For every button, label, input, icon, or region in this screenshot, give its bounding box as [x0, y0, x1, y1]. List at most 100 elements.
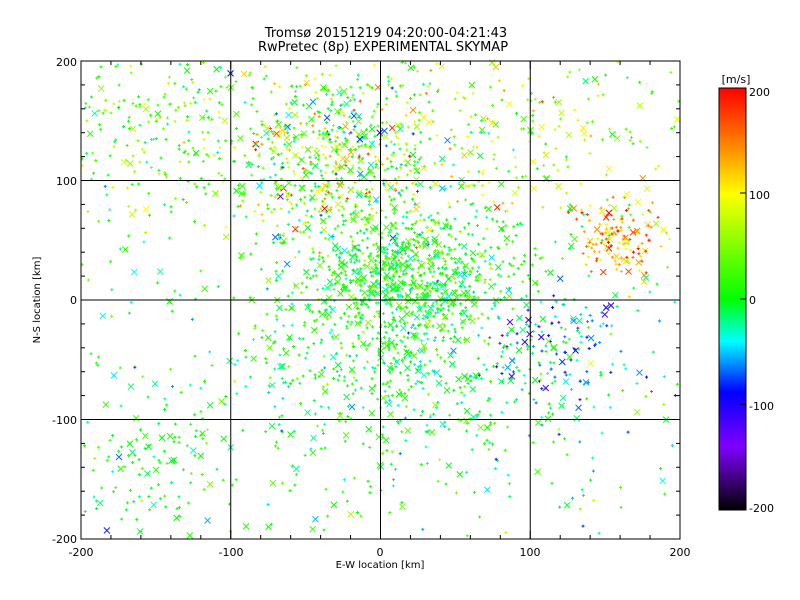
data-point-plus [557, 124, 561, 128]
data-point-plus [397, 305, 401, 309]
data-point-plus [210, 363, 214, 367]
data-point-plus [599, 206, 603, 210]
data-point-cross [362, 192, 369, 199]
data-point-plus [304, 122, 308, 126]
data-point-plus [460, 326, 464, 330]
data-point-plus [476, 357, 480, 361]
data-point-plus [399, 268, 403, 272]
data-point-cross [369, 225, 377, 233]
data-point-plus [485, 438, 489, 442]
data-point-plus [421, 527, 425, 531]
data-point-plus [272, 162, 276, 166]
data-point-plus [284, 102, 288, 106]
data-point-plus [280, 186, 284, 190]
data-point-cross [432, 180, 440, 188]
x-tick-label: 0 [377, 546, 384, 559]
data-point-plus [91, 468, 95, 472]
data-point-plus [93, 457, 97, 461]
data-point-cross [334, 201, 342, 208]
data-point-cross [321, 388, 329, 395]
data-point-plus [217, 171, 221, 175]
data-point-plus [550, 381, 554, 385]
data-point-plus [387, 230, 391, 234]
data-point-cross [468, 317, 476, 325]
data-point-plus [273, 367, 277, 371]
data-point-plus [260, 142, 264, 146]
data-point-plus [328, 154, 332, 158]
data-point-plus [367, 199, 371, 203]
data-point-plus [354, 255, 358, 259]
data-point-plus [352, 376, 356, 380]
data-point-plus [334, 149, 338, 153]
data-point-plus [188, 383, 192, 387]
data-point-plus [399, 320, 403, 324]
data-point-plus [291, 345, 295, 349]
data-point-plus [125, 501, 129, 505]
data-point-plus [189, 422, 193, 426]
data-point-plus [618, 218, 622, 222]
data-point-plus [464, 429, 468, 433]
data-point-plus [467, 273, 471, 277]
data-point-cross [375, 433, 383, 441]
data-point-plus [589, 134, 593, 138]
data-point-plus [293, 183, 297, 187]
data-point-plus [317, 184, 321, 188]
data-point-plus [387, 282, 391, 286]
data-point-plus [206, 131, 210, 135]
data-point-cross [388, 124, 396, 132]
data-point-plus [392, 273, 396, 277]
data-point-cross [593, 226, 601, 233]
data-point-cross [563, 501, 571, 509]
data-point-plus [405, 215, 409, 219]
data-point-plus [600, 238, 604, 242]
data-point-plus [253, 324, 257, 328]
data-point-plus [393, 347, 397, 351]
data-point-plus [204, 192, 208, 196]
data-point-plus [594, 242, 598, 246]
data-point-plus [237, 332, 241, 336]
data-point-cross [334, 272, 342, 279]
data-point-plus [463, 268, 467, 272]
data-point-plus [526, 308, 530, 312]
data-point-plus [383, 320, 387, 324]
data-point-plus [349, 189, 353, 193]
data-point-plus [324, 171, 328, 175]
data-point-plus [389, 140, 393, 144]
data-point-cross [462, 262, 470, 270]
data-point-plus [263, 65, 267, 69]
data-point-cross [531, 376, 539, 384]
data-point-plus [321, 432, 325, 436]
data-point-plus [587, 274, 591, 278]
data-point-plus [330, 335, 334, 339]
data-point-plus [384, 382, 388, 386]
data-point-plus [365, 127, 369, 131]
data-point-plus [243, 154, 247, 158]
data-point-cross [507, 377, 515, 385]
data-point-cross [341, 141, 348, 149]
data-point-plus [324, 192, 328, 196]
colorbar-tick-label: -100 [749, 400, 774, 413]
data-point-plus [454, 237, 458, 241]
data-point-plus [577, 331, 581, 335]
data-point-plus [442, 323, 446, 327]
data-point-plus [516, 186, 520, 190]
data-point-plus [273, 182, 277, 186]
data-point-plus [420, 339, 424, 343]
data-point-plus [585, 121, 589, 125]
data-point-plus [326, 514, 330, 518]
data-point-plus [370, 86, 374, 90]
data-point-cross [566, 353, 573, 361]
data-point-plus [292, 136, 296, 140]
data-point-plus [313, 182, 317, 186]
data-point-plus [409, 209, 413, 213]
data-point-plus [108, 208, 112, 212]
data-point-plus [308, 256, 312, 260]
data-point-cross [389, 234, 397, 242]
data-point-cross [613, 134, 621, 142]
data-point-plus [413, 143, 417, 147]
data-point-plus [389, 228, 393, 232]
data-point-plus [423, 304, 427, 308]
data-point-cross [545, 337, 553, 345]
data-point-plus [441, 256, 445, 260]
data-point-plus [244, 355, 248, 359]
